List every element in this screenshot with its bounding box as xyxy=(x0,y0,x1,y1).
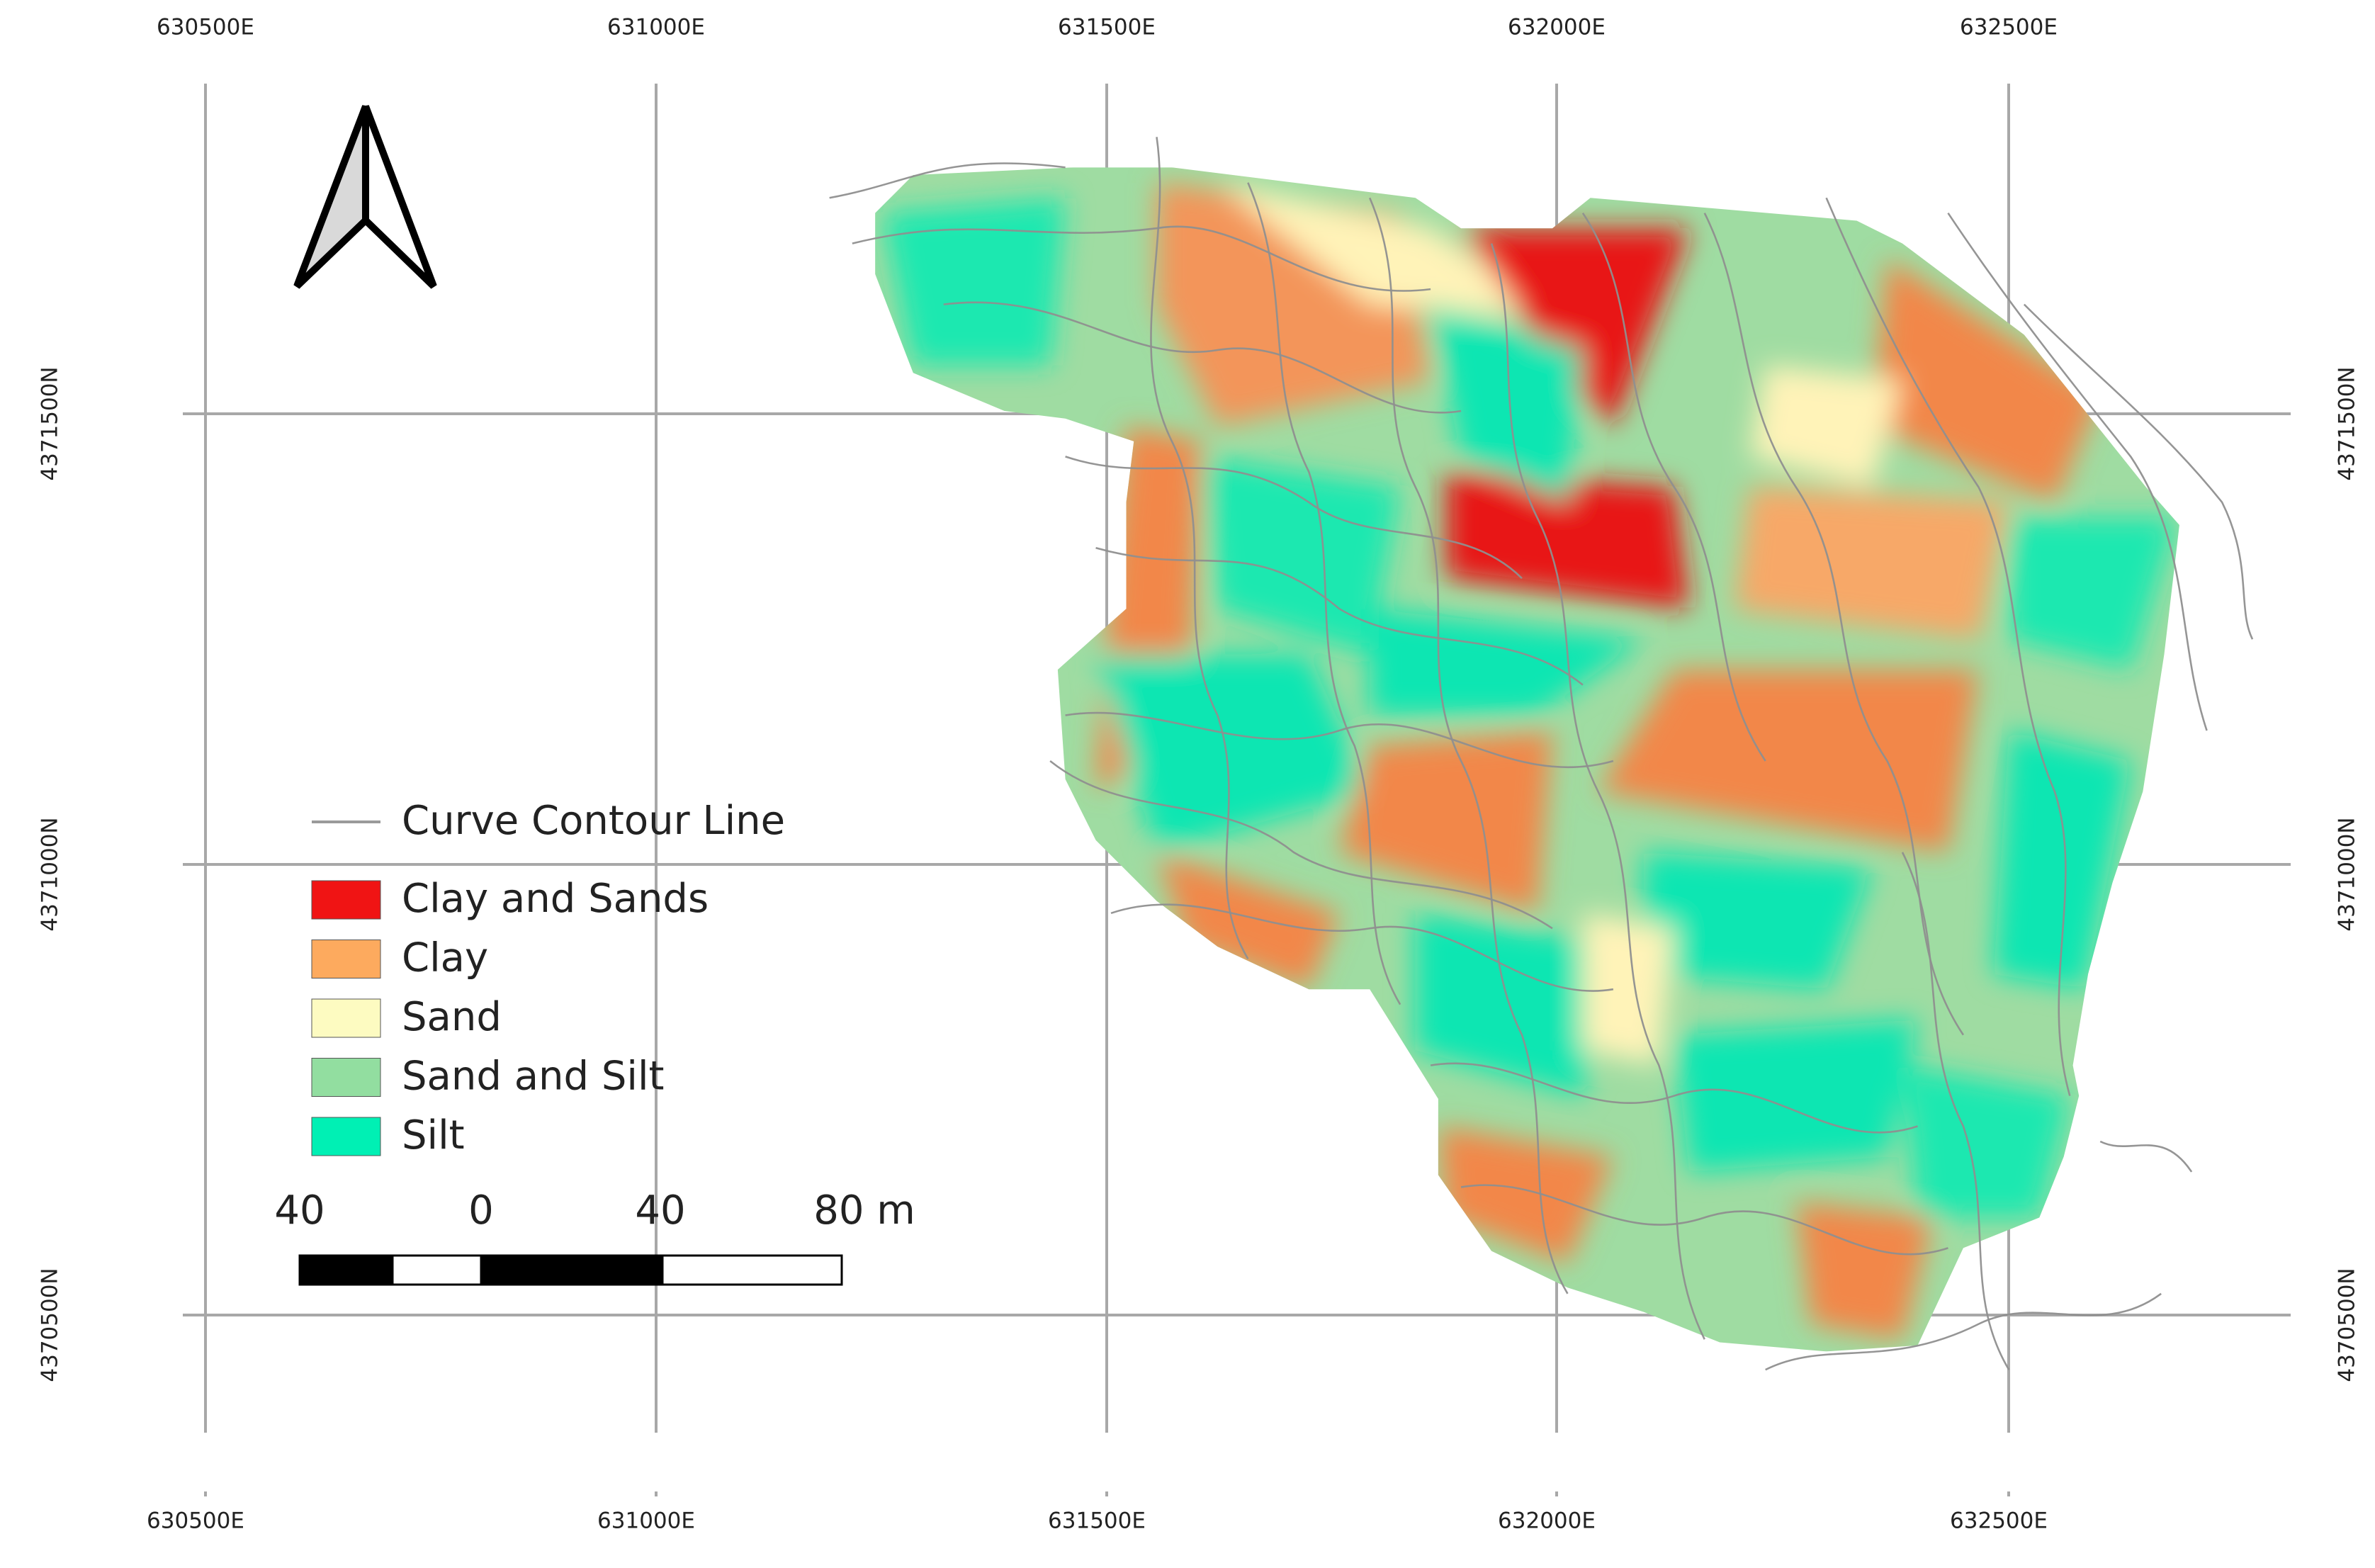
scale-label: 0 xyxy=(468,1188,494,1234)
legend-label: Sand xyxy=(402,994,502,1040)
grid-label-top: 630500E xyxy=(157,15,254,40)
scale-label: 80 m xyxy=(813,1188,915,1234)
soil-raster xyxy=(829,137,2254,1371)
contour-lines xyxy=(829,137,2254,1371)
grid-label-top: 632500E xyxy=(1960,15,2058,40)
scale-bar xyxy=(298,1254,843,1286)
grid-label-top: 632000E xyxy=(1508,15,1606,40)
legend-swatch xyxy=(311,998,381,1038)
grid-label-bottom: 631000E xyxy=(597,1508,695,1534)
legend-swatch xyxy=(311,1058,381,1097)
legend-swatch xyxy=(311,1117,381,1156)
legend-label: Sand and Silt xyxy=(402,1054,664,1100)
grid-label-left: 4371500N xyxy=(38,366,63,480)
grid-label-left: 4370500N xyxy=(38,1268,63,1382)
scale-label: 40 xyxy=(635,1188,685,1234)
grid-label-left: 4371000N xyxy=(38,817,63,931)
legend-label: Silt xyxy=(402,1112,465,1158)
grid-label-bottom: 632000E xyxy=(1498,1508,1596,1534)
legend-label: Curve Contour Line xyxy=(402,798,785,844)
grid-label-top: 631000E xyxy=(607,15,705,40)
grid-label-top: 631500E xyxy=(1058,15,1156,40)
grid-label-right: 4370500N xyxy=(2335,1268,2360,1382)
grid-label-right: 4371500N xyxy=(2335,366,2360,480)
legend-swatch xyxy=(311,940,381,978)
grid-label-bottom: 631500E xyxy=(1048,1508,1146,1534)
grid-label-bottom: 630500E xyxy=(147,1508,244,1534)
scale-label: 40 xyxy=(274,1188,325,1234)
north-arrow xyxy=(293,105,437,289)
grid-label-right: 4371000N xyxy=(2335,817,2360,931)
legend-swatch xyxy=(311,880,381,920)
legend-label: Clay xyxy=(402,935,488,981)
legend-label: Clay and Sands xyxy=(402,876,709,922)
grid-label-bottom: 632500E xyxy=(1950,1508,2048,1534)
